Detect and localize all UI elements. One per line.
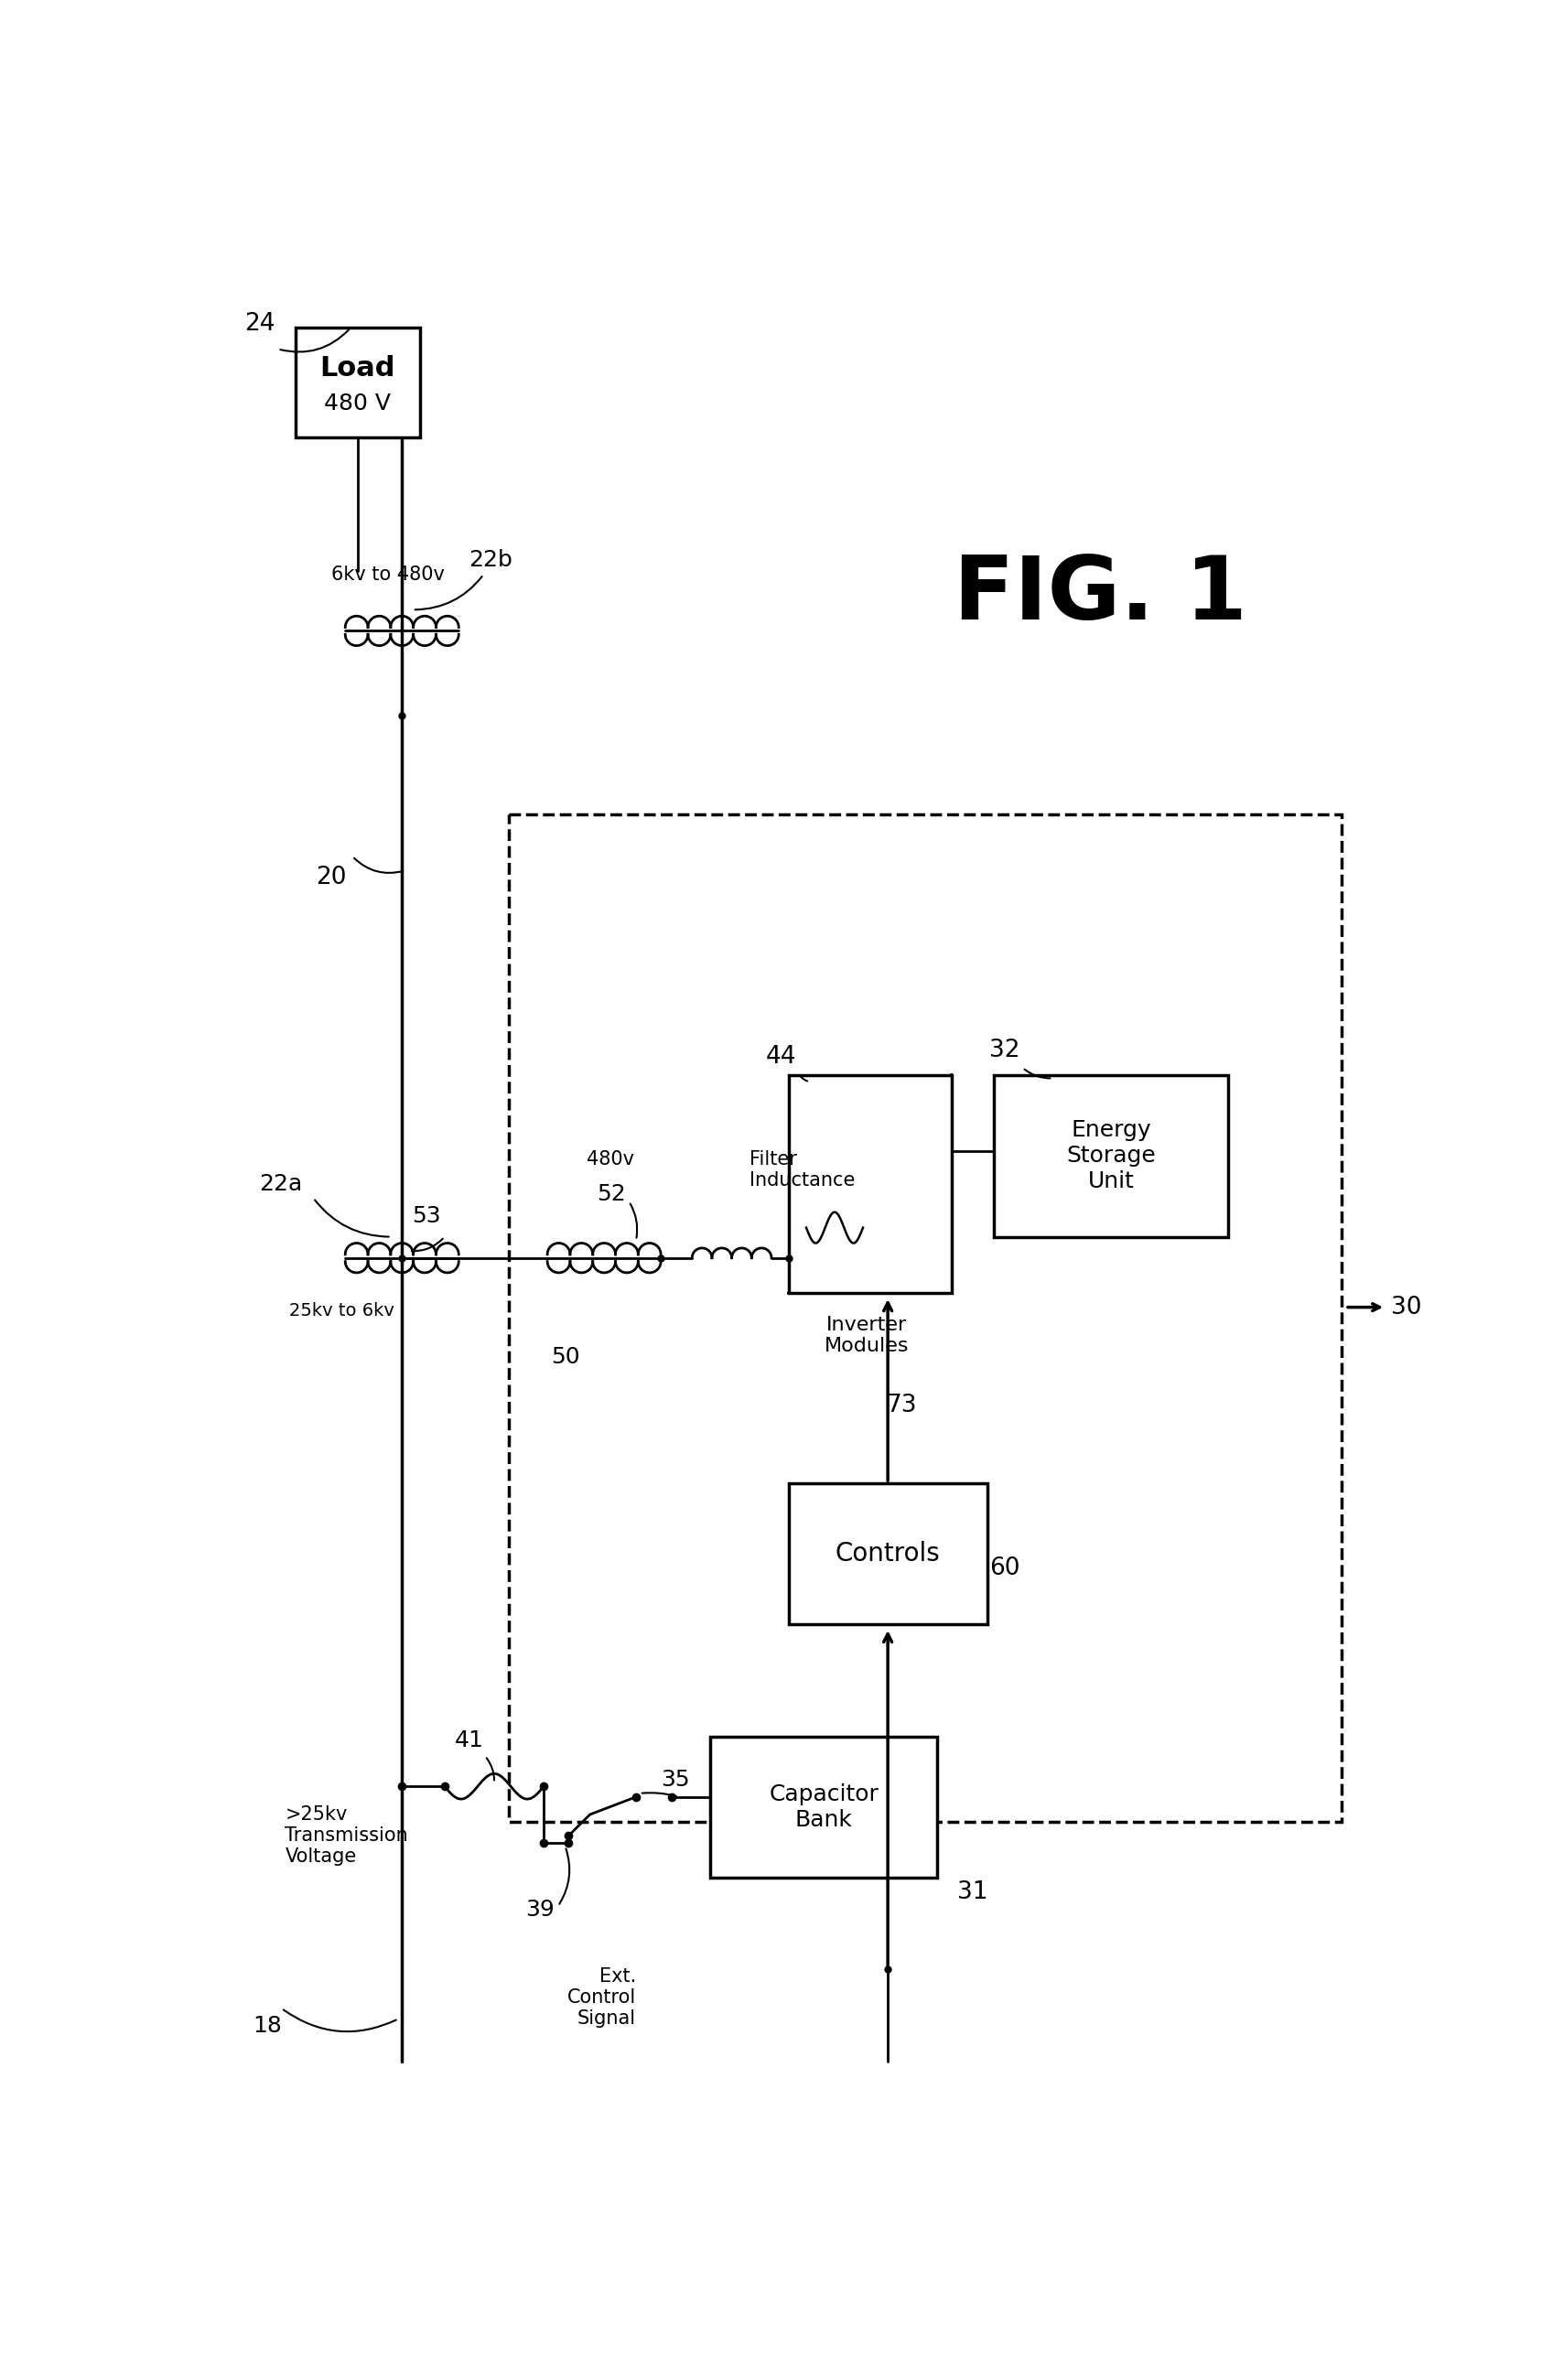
Bar bbox=[509, 814, 1342, 1821]
Text: 73: 73 bbox=[887, 1395, 917, 1418]
Text: Energy
Storage
Unit: Energy Storage Unit bbox=[1067, 1119, 1156, 1192]
Bar bbox=[296, 328, 419, 438]
Text: 41: 41 bbox=[455, 1730, 484, 1752]
Text: Load: Load bbox=[319, 355, 395, 381]
Text: 480v: 480v bbox=[586, 1150, 634, 1169]
Bar bbox=[711, 1737, 938, 1878]
Text: Filter
Inductance: Filter Inductance bbox=[749, 1150, 856, 1190]
Text: 22a: 22a bbox=[259, 1173, 302, 1195]
Text: FIG. 1: FIG. 1 bbox=[954, 552, 1247, 638]
Text: 53: 53 bbox=[412, 1204, 441, 1226]
Text: 60: 60 bbox=[990, 1557, 1021, 1580]
Text: 44: 44 bbox=[766, 1045, 797, 1069]
Bar bbox=[995, 1076, 1229, 1238]
Text: 18: 18 bbox=[253, 2016, 282, 2037]
Text: 50: 50 bbox=[550, 1345, 580, 1368]
Text: 52: 52 bbox=[597, 1183, 626, 1207]
Text: Inverter
Modules: Inverter Modules bbox=[823, 1316, 908, 1354]
Text: >25kv
Transmission
Voltage: >25kv Transmission Voltage bbox=[285, 1806, 409, 1866]
Text: 25kv to 6kv: 25kv to 6kv bbox=[290, 1302, 395, 1319]
Text: 30: 30 bbox=[1391, 1295, 1422, 1319]
Text: 24: 24 bbox=[245, 312, 276, 336]
Text: 31: 31 bbox=[958, 1880, 988, 1904]
Text: 35: 35 bbox=[660, 1768, 689, 1790]
Text: 22b: 22b bbox=[469, 550, 512, 571]
Bar bbox=[788, 1483, 987, 1623]
Text: Capacitor
Bank: Capacitor Bank bbox=[769, 1783, 879, 1830]
Text: 6kv to 480v: 6kv to 480v bbox=[332, 566, 444, 583]
Text: Ext.
Control
Signal: Ext. Control Signal bbox=[567, 1968, 635, 2028]
Text: Controls: Controls bbox=[836, 1540, 941, 1566]
Text: 480 V: 480 V bbox=[324, 393, 392, 414]
Text: 32: 32 bbox=[990, 1038, 1021, 1061]
Text: 20: 20 bbox=[316, 866, 347, 890]
Text: 39: 39 bbox=[526, 1899, 555, 1921]
Bar bbox=[788, 1076, 951, 1292]
